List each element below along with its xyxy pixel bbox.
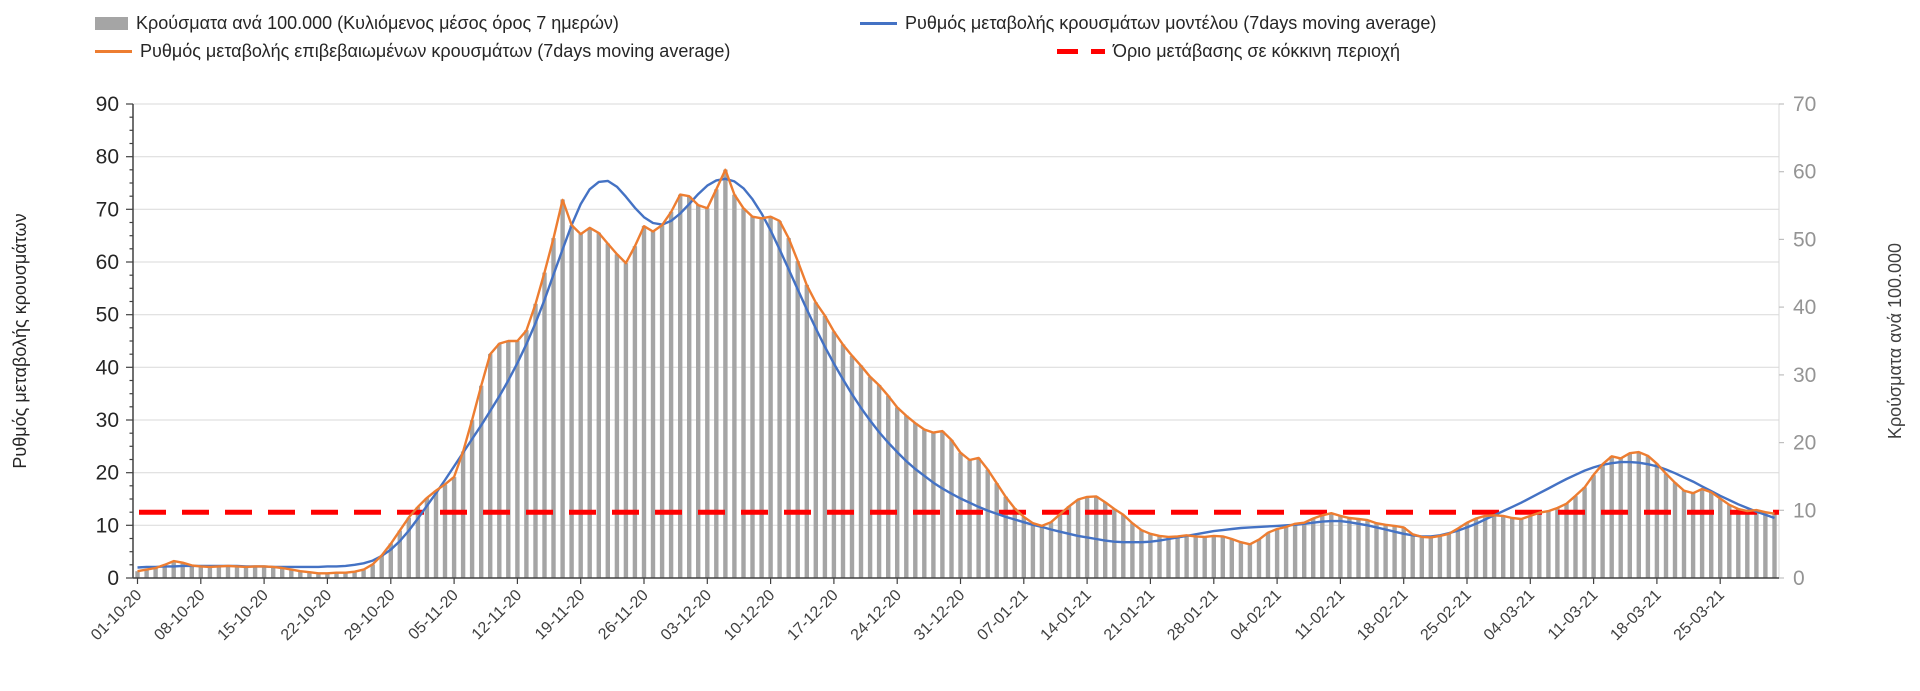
x-tick-label: 21-01-21 — [1101, 587, 1158, 644]
x-axis: 01-10-20 08-10-20 15-10-20 22-10-20 29-10-20… — [88, 577, 1779, 644]
left-tick-label: 60 — [96, 251, 119, 274]
x-tick-label: 05-11-20 — [405, 587, 462, 644]
left-tick-label: 30 — [96, 409, 119, 432]
legend-label-cases-per-100k: Κρούσματα ανά 100.000 (Κυλιόμενος μέσος … — [136, 12, 619, 33]
bars-series — [135, 169, 1777, 579]
x-tick-label: 31-12-20 — [911, 587, 968, 644]
bar-swatch-icon — [95, 16, 128, 30]
x-tick-label: 07-01-21 — [974, 587, 1031, 644]
right-tick-label: 60 — [1793, 161, 1816, 184]
right-tick-label: 40 — [1793, 296, 1816, 319]
right-tick-label: 50 — [1793, 228, 1816, 251]
x-tick-label: 08-10-20 — [151, 587, 208, 644]
y-axis-left: 0 10 20 30 40 50 60 70 80 90 — [96, 93, 134, 590]
x-tick-label: 26-11-20 — [595, 587, 652, 644]
x-tick-label: 29-10-20 — [341, 587, 398, 644]
x-tick-label: 24-12-20 — [848, 587, 905, 644]
legend-item-model-rate: Ρυθμός μεταβολής κρουσμάτων μοντέλου (7d… — [860, 11, 1436, 35]
right-tick-label: 30 — [1793, 364, 1816, 387]
orange-line-swatch-icon — [95, 49, 132, 53]
left-axis-title: Ρυθμός μεταβολής κρουσμάτων — [10, 213, 30, 468]
x-tick-label: 11-03-21 — [1545, 587, 1602, 644]
legend-label-red-threshold: Όριο μετάβασης σε κόκκινη περιοχή — [1113, 40, 1401, 61]
left-tick-label: 90 — [96, 93, 119, 116]
x-tick-label: 18-02-21 — [1354, 587, 1411, 644]
x-tick-label: 25-02-21 — [1418, 587, 1475, 644]
left-tick-label: 50 — [96, 304, 119, 327]
x-tick-label: 12-11-20 — [469, 587, 526, 644]
x-tick-label: 25-03-21 — [1671, 587, 1728, 644]
left-tick-label: 0 — [107, 567, 119, 590]
x-tick-label: 22-10-20 — [278, 587, 335, 644]
y-axis-right: 0 10 20 30 40 50 60 70 — [1779, 93, 1816, 590]
x-tick-label: 19-11-20 — [532, 587, 589, 644]
right-tick-label: 20 — [1793, 432, 1816, 455]
x-tick-label: 17-12-20 — [784, 587, 841, 644]
legend-label-model-rate: Ρυθμός μεταβολής κρουσμάτων μοντέλου (7d… — [905, 12, 1437, 33]
right-tick-label: 10 — [1793, 499, 1816, 522]
left-tick-label: 40 — [96, 356, 119, 379]
left-tick-label: 70 — [96, 198, 119, 221]
x-tick-label: 04-02-21 — [1228, 587, 1285, 644]
x-tick-label: 28-01-21 — [1164, 587, 1221, 644]
legend-item-confirmed-rate: Ρυθμός μεταβολής επιβεβαιωμένων κρουσμάτ… — [95, 39, 730, 63]
gridlines — [133, 103, 1780, 578]
x-tick-label: 18-03-21 — [1607, 587, 1664, 644]
legend-item-cases-per-100k: Κρούσματα ανά 100.000 (Κυλιόμενος μέσος … — [95, 11, 619, 35]
x-tick-label: 01-10-20 — [88, 587, 145, 644]
left-tick-label: 20 — [96, 462, 119, 485]
left-tick-label: 80 — [96, 146, 119, 169]
confirmed-line — [137, 168, 1775, 575]
x-tick-label: 03-12-20 — [658, 587, 715, 644]
model-line — [137, 177, 1775, 569]
right-axis-title: Κρούσματα ανά 100.000 — [1885, 243, 1905, 439]
x-tick-label: 10-12-20 — [721, 587, 778, 644]
x-tick-label: 04-03-21 — [1481, 587, 1538, 644]
legend-item-red-threshold: Όριο μετάβασης σε κόκκινη περιοχή — [1057, 39, 1400, 63]
x-tick-label: 15-10-20 — [215, 587, 272, 644]
left-tick-label: 10 — [96, 514, 119, 537]
red-dash-swatch-icon — [1057, 48, 1105, 54]
x-tick-label: 14-01-21 — [1038, 587, 1095, 644]
x-tick-label: 11-02-21 — [1292, 587, 1349, 644]
right-tick-label: 70 — [1793, 93, 1816, 116]
legend-label-confirmed-rate: Ρυθμός μεταβολής επιβεβαιωμένων κρουσμάτ… — [140, 40, 731, 61]
right-tick-label: 0 — [1793, 567, 1805, 590]
blue-line-swatch-icon — [860, 21, 897, 25]
